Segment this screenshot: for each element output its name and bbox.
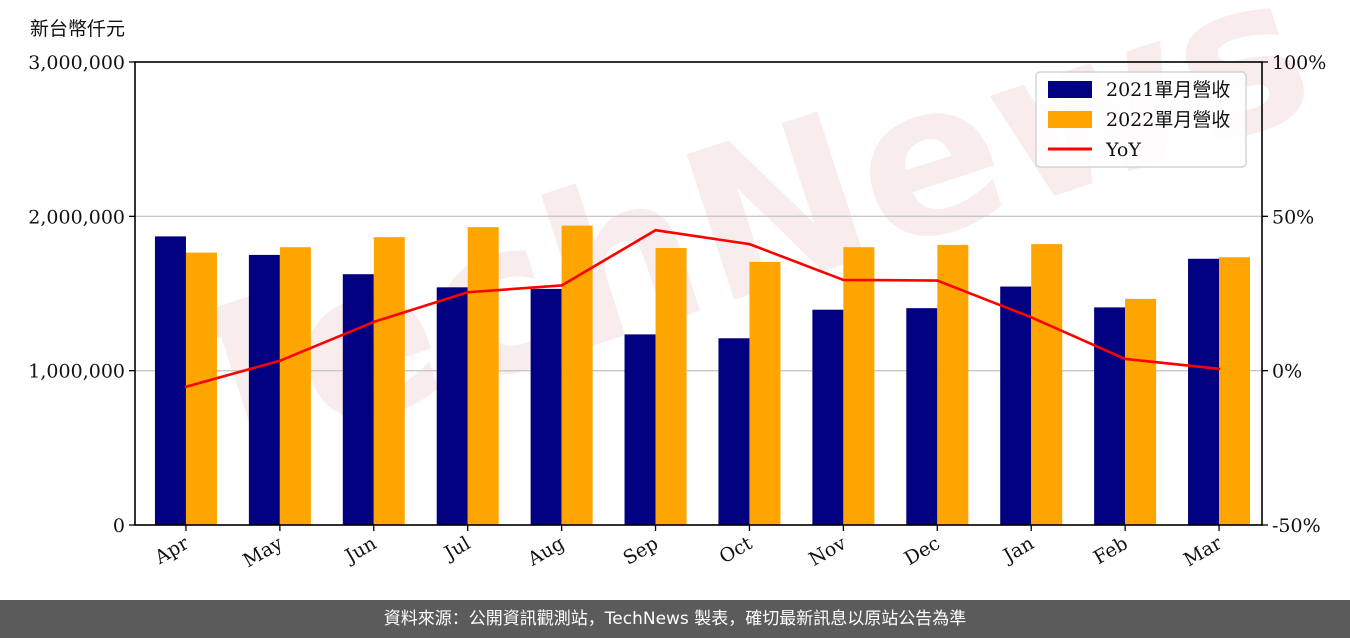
- legend-swatch: [1048, 81, 1092, 98]
- bar-2022: [467, 227, 499, 526]
- x-tick-label: Jan: [998, 532, 1038, 568]
- x-tick-label: Mar: [1180, 532, 1226, 571]
- revenue-chart: TechNews 01,000,0002,000,0003,000,000-50…: [28, 0, 1337, 572]
- bar-2021: [1000, 286, 1032, 525]
- bar-2021: [906, 308, 938, 525]
- legend-label: YoY: [1105, 139, 1141, 161]
- x-tick-label: Jun: [340, 532, 381, 568]
- yoy-point: [1029, 315, 1033, 319]
- x-tick-label: Sep: [619, 532, 662, 569]
- right-tick-label: 0%: [1272, 361, 1302, 383]
- bar-2021: [1094, 307, 1126, 525]
- bar-2021: [436, 287, 468, 525]
- x-tick-label: Feb: [1090, 532, 1132, 569]
- bar-2021: [530, 288, 562, 525]
- plot-frame: [134, 61, 1263, 526]
- yoy-line: [184, 228, 1221, 389]
- bar-2022: [185, 252, 217, 525]
- right-tick-label: 50%: [1272, 206, 1314, 228]
- bar-2022: [749, 261, 781, 525]
- bar-2021: [154, 236, 186, 525]
- bar-2022: [655, 247, 687, 525]
- yoy-point: [748, 242, 751, 246]
- bar-2022: [373, 237, 405, 525]
- left-tick-label: 2,000,000: [28, 206, 125, 228]
- yoy-series-line: [185, 228, 1220, 388]
- bar-2022: [1219, 257, 1251, 525]
- x-tick-label: Apr: [150, 532, 193, 569]
- bar-2021: [1188, 258, 1220, 525]
- legend-swatch: [1048, 111, 1092, 128]
- yoy-point: [1123, 357, 1127, 361]
- x-tick-label: May: [239, 532, 286, 572]
- yoy-point: [560, 284, 563, 287]
- yoy-point: [184, 385, 188, 389]
- left-tick-label: 1,000,000: [28, 361, 125, 383]
- bar-2021: [718, 338, 750, 525]
- bar-2022: [843, 247, 875, 525]
- yoy-point: [278, 359, 282, 363]
- bar-2022: [279, 247, 311, 525]
- bars: [154, 225, 1251, 526]
- legend: 2021單月營收 2022單月營收 YoY: [1035, 71, 1247, 168]
- right-tick-label: -50%: [1272, 515, 1321, 537]
- bar-2022: [1125, 298, 1157, 525]
- legend-label: 2022單月營收: [1106, 109, 1230, 131]
- yoy-point: [842, 278, 845, 282]
- bar-2021: [342, 274, 374, 525]
- yoy-point: [466, 290, 470, 294]
- x-tick-label: Dec: [901, 532, 944, 570]
- x-tick-label: Oct: [716, 532, 757, 568]
- x-tick-label: Jul: [439, 532, 474, 565]
- x-tick-label: Aug: [523, 532, 568, 571]
- left-tick-label: 0: [113, 515, 125, 537]
- bar-2022: [1031, 244, 1063, 525]
- x-tick-label: Nov: [805, 532, 850, 571]
- bar-2021: [248, 254, 280, 525]
- left-tick-label: 3,000,000: [28, 52, 125, 74]
- legend-label: 2021單月營收: [1106, 79, 1230, 101]
- yoy-point: [1217, 367, 1221, 371]
- yoy-point: [654, 228, 657, 232]
- yoy-point: [935, 279, 939, 282]
- bar-2021: [624, 334, 656, 525]
- bar-2021: [812, 309, 844, 525]
- right-tick-label: 100%: [1272, 52, 1326, 74]
- y-axis-unit-label: 新台幣仟元: [30, 18, 126, 40]
- yoy-point: [372, 320, 376, 324]
- footer-source-note: 資料來源：公開資訊觀測站，TechNews 製表，確切最新訊息以原站公告為準: [0, 600, 1350, 638]
